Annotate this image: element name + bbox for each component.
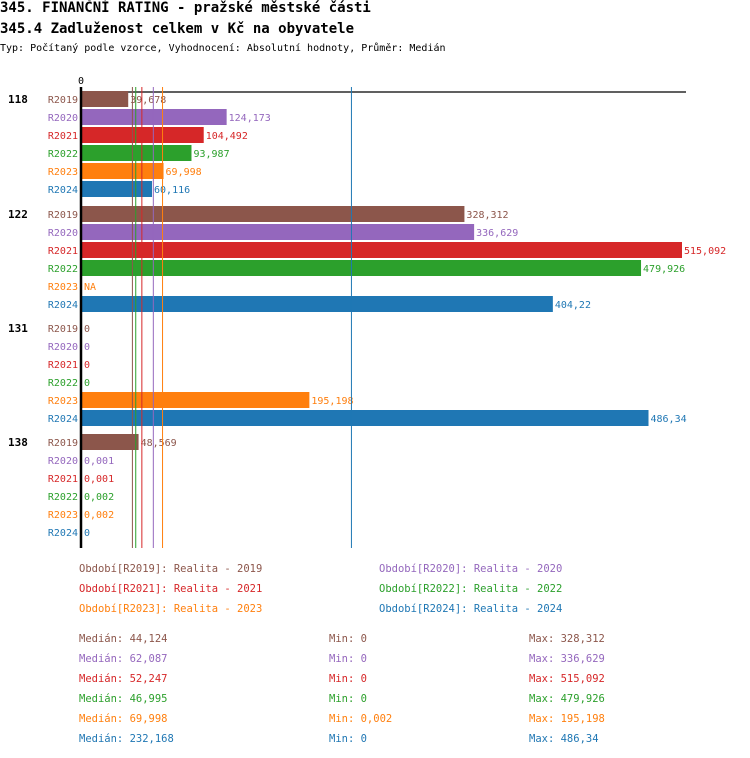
- value-label: 0: [84, 360, 90, 371]
- value-label: 515,092: [684, 246, 726, 257]
- stat-median: Medián: 46,995: [79, 693, 168, 705]
- series-label: R2020: [48, 456, 78, 467]
- stat-min: Min: 0: [329, 733, 367, 745]
- stat-median: Medián: 69,998: [79, 713, 168, 725]
- value-label: 0,001: [84, 456, 114, 467]
- series-label: R2019: [48, 438, 78, 449]
- series-label: R2019: [48, 324, 78, 335]
- value-label: 0,002: [84, 492, 114, 503]
- value-label: 404,22: [555, 300, 591, 311]
- series-label: R2020: [48, 228, 78, 239]
- group-label: 122: [8, 208, 28, 221]
- value-label: 0,001: [84, 474, 114, 485]
- value-label: 124,173: [229, 113, 271, 124]
- group-label: 118: [8, 93, 28, 106]
- indicator-description: Typ: Počítaný podle vzorce, Vyhodnocení:…: [0, 43, 446, 54]
- stat-min: Min: 0: [329, 673, 367, 685]
- group-label: 138: [8, 436, 28, 449]
- series-label: R2019: [48, 95, 78, 106]
- legend-item: Období[R2024]: Realita - 2024: [379, 603, 563, 615]
- stat-median: Medián: 62,087: [79, 653, 168, 665]
- legend-item: Období[R2022]: Realita - 2022: [379, 583, 563, 595]
- bar: [82, 224, 475, 240]
- stat-median: Medián: 44,124: [79, 633, 168, 645]
- value-label: 93,987: [193, 149, 229, 160]
- value-label: 479,926: [643, 264, 685, 275]
- series-label: R2024: [48, 300, 78, 311]
- stat-max: Max: 486,34: [529, 733, 599, 745]
- bar: [82, 410, 649, 426]
- series-label: R2023: [48, 396, 78, 407]
- series-label: R2022: [48, 149, 78, 160]
- stat-median: Medián: 52,247: [79, 673, 168, 685]
- value-label: NA: [84, 282, 96, 293]
- bar: [82, 296, 553, 312]
- series-label: R2024: [48, 528, 78, 539]
- series-label: R2019: [48, 210, 78, 221]
- series-label: R2021: [48, 246, 78, 257]
- bar: [82, 206, 465, 222]
- bar: [82, 181, 153, 197]
- series-label: R2022: [48, 264, 78, 275]
- series-label: R2022: [48, 492, 78, 503]
- series-label: R2023: [48, 167, 78, 178]
- series-label: R2021: [48, 474, 78, 485]
- value-label: 336,629: [476, 228, 518, 239]
- value-label: 0,002: [84, 510, 114, 521]
- axis-zero-label: 0: [78, 76, 84, 87]
- bar: [82, 109, 227, 125]
- series-label: R2020: [48, 113, 78, 124]
- series-label: R2021: [48, 360, 78, 371]
- indicator-title: 345.4 Zadluženost celkem v Kč na obyvate…: [0, 21, 355, 37]
- group-label: 131: [8, 322, 28, 335]
- series-label: R2021: [48, 131, 78, 142]
- value-label: 195,198: [311, 396, 353, 407]
- bar: [82, 260, 642, 276]
- stat-max: Max: 336,629: [529, 653, 605, 665]
- value-label: 0: [84, 378, 90, 389]
- bar: [82, 434, 139, 450]
- value-label: 104,492: [206, 131, 248, 142]
- bar: [82, 392, 310, 408]
- stat-max: Max: 479,926: [529, 693, 605, 705]
- stat-median: Medián: 232,168: [79, 733, 174, 745]
- series-label: R2022: [48, 378, 78, 389]
- legend-item: Období[R2021]: Realita - 2021: [79, 583, 263, 595]
- bar: [82, 91, 129, 107]
- value-label: 0: [84, 342, 90, 353]
- legend-item: Období[R2023]: Realita - 2023: [79, 603, 263, 615]
- stat-max: Max: 195,198: [529, 713, 605, 725]
- value-label: 60,116: [154, 185, 190, 196]
- stat-min: Min: 0: [329, 693, 367, 705]
- value-label: 486,34: [651, 414, 687, 425]
- stat-max: Max: 328,312: [529, 633, 605, 645]
- value-label: 0: [84, 528, 90, 539]
- legend-item: Období[R2020]: Realita - 2020: [379, 563, 563, 575]
- bar: [82, 145, 192, 161]
- value-label: 69,998: [166, 167, 202, 178]
- series-label: R2023: [48, 510, 78, 521]
- series-label: R2020: [48, 342, 78, 353]
- value-label: 39,678: [130, 95, 166, 106]
- stat-min: Min: 0: [329, 653, 367, 665]
- series-label: R2023: [48, 282, 78, 293]
- legend-item: Období[R2019]: Realita - 2019: [79, 563, 263, 575]
- bar: [82, 163, 164, 179]
- bar: [82, 127, 204, 143]
- series-label: R2024: [48, 414, 78, 425]
- value-label: 0: [84, 324, 90, 335]
- report-title: 345. FINANČNÍ RATING - pražské městské č…: [0, 0, 371, 16]
- series-label: R2024: [48, 185, 78, 196]
- value-label: 48,569: [141, 438, 177, 449]
- stat-min: Min: 0,002: [329, 713, 393, 725]
- stat-max: Max: 515,092: [529, 673, 605, 685]
- value-label: 328,312: [466, 210, 508, 221]
- stat-min: Min: 0: [329, 633, 367, 645]
- bar: [82, 242, 682, 258]
